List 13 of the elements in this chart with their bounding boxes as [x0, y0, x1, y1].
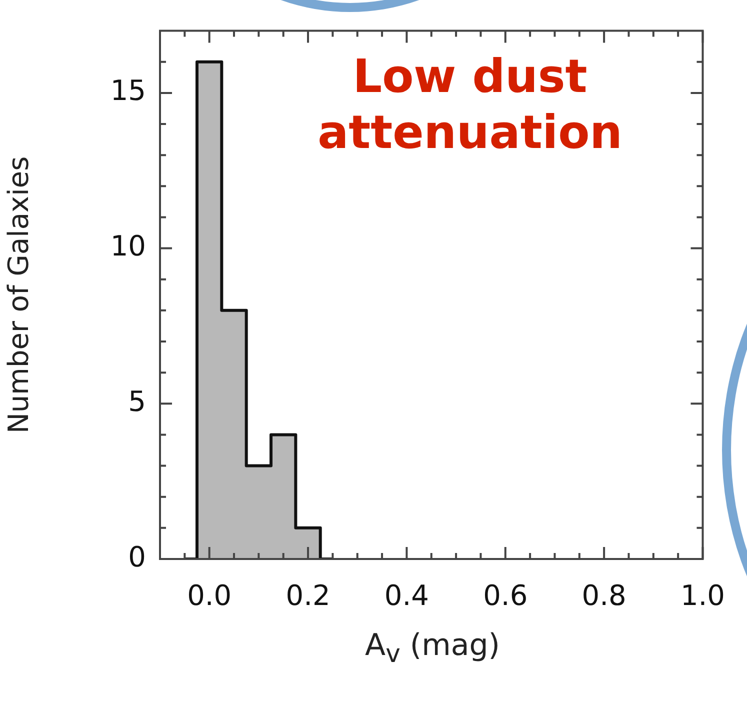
y-tick-label: 0: [128, 540, 146, 574]
y-axis-title: Number of Galaxies: [2, 156, 36, 434]
x-tick-label: 0.0: [187, 579, 232, 612]
y-tick-label: 10: [110, 230, 146, 263]
x-tick-label: 0.2: [286, 579, 330, 612]
x-tick-label: 0.6: [483, 579, 528, 612]
x-tick-label: 1.0: [680, 579, 725, 612]
y-tick-label: 15: [110, 74, 146, 108]
y-tick-label: 5: [128, 384, 146, 418]
x-tick-label: 0.8: [582, 579, 626, 612]
annotation: Low dust attenuation: [318, 48, 622, 159]
x-axis-title: A$_{v}$ (mag): [364, 628, 501, 668]
x-tick-label: 0.4: [384, 579, 429, 612]
